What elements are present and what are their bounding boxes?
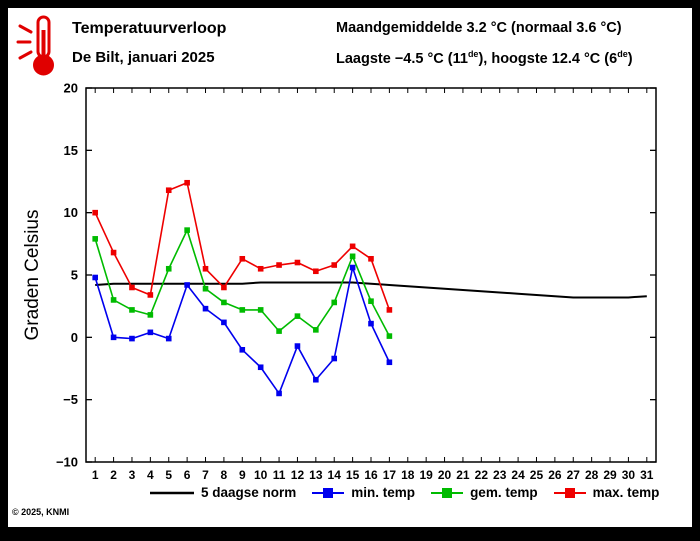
stats-line2-part2: ), hoogste 12.4 °C (6 [478, 50, 618, 67]
stats-line2-part3: ) [627, 50, 633, 67]
svg-text:13: 13 [309, 468, 323, 482]
svg-text:24: 24 [511, 468, 525, 482]
stats-line2-part1: Laagste −4.5 °C (11 [336, 50, 468, 67]
svg-text:30: 30 [622, 468, 636, 482]
stats-line-1: Maandgemiddelde 3.2 °C (normaal 3.6 °C) [336, 20, 622, 36]
svg-text:14: 14 [328, 468, 342, 482]
legend-item-min-temp: min. temp [310, 485, 415, 500]
y-axis-title: Graden Celsius [22, 210, 43, 341]
chart-subtitle: De Bilt, januari 2025 [72, 49, 215, 66]
min-temp-marker-icon [312, 487, 345, 498]
thermometer-icon [16, 15, 54, 76]
page: Temperatuurverloop De Bilt, januari 2025… [8, 8, 692, 527]
svg-text:11: 11 [273, 468, 286, 482]
svg-text:28: 28 [585, 468, 599, 482]
svg-text:20: 20 [438, 468, 452, 482]
copyright-notice: © 2025, KNMI [12, 507, 70, 517]
svg-text:5: 5 [71, 268, 78, 283]
legend-label-gem-temp: gem. temp [470, 485, 538, 500]
svg-text:17: 17 [383, 468, 397, 482]
svg-text:20: 20 [64, 81, 78, 96]
max-temp-marker-icon [553, 487, 586, 498]
stats-line-2: Laagste −4.5 °C (11de), hoogste 12.4 °C … [336, 49, 633, 67]
svg-text:2: 2 [110, 468, 117, 482]
legend-item-max-temp: max. temp [552, 485, 660, 500]
svg-text:5: 5 [165, 468, 172, 482]
svg-text:21: 21 [456, 468, 470, 482]
svg-text:−10: −10 [56, 455, 78, 470]
svg-text:−5: −5 [63, 392, 78, 407]
svg-text:15: 15 [346, 468, 360, 482]
svg-text:16: 16 [364, 468, 378, 482]
gem-temp-marker-icon [431, 487, 464, 498]
svg-text:3: 3 [129, 468, 136, 482]
svg-text:0: 0 [71, 330, 78, 345]
svg-text:18: 18 [401, 468, 415, 482]
svg-text:9: 9 [239, 468, 246, 482]
legend-item-norm: 5 daagse norm [148, 485, 296, 500]
svg-text:10: 10 [64, 205, 78, 220]
svg-text:19: 19 [419, 468, 433, 482]
svg-text:10: 10 [254, 468, 268, 482]
svg-text:1: 1 [92, 468, 99, 482]
svg-text:23: 23 [493, 468, 507, 482]
chart-legend: 5 daagse norm min. temp gem. temp max. t… [148, 485, 659, 500]
svg-text:6: 6 [184, 468, 191, 482]
svg-text:25: 25 [530, 468, 544, 482]
svg-text:22: 22 [475, 468, 489, 482]
legend-label-max-temp: max. temp [592, 485, 660, 500]
stats-line2-sup2: de [617, 49, 628, 59]
svg-text:26: 26 [548, 468, 562, 482]
svg-text:15: 15 [64, 143, 78, 158]
svg-text:29: 29 [603, 468, 617, 482]
norm-line-icon [150, 491, 194, 494]
legend-label-norm: 5 daagse norm [201, 485, 297, 500]
svg-text:4: 4 [147, 468, 154, 482]
stats-line2-sup1: de [467, 49, 479, 59]
legend-label-min-temp: min. temp [351, 485, 416, 500]
svg-text:27: 27 [567, 468, 581, 482]
svg-text:31: 31 [640, 468, 654, 482]
svg-text:7: 7 [202, 468, 209, 482]
svg-text:12: 12 [291, 468, 305, 482]
chart-title: Temperatuurverloop [72, 20, 227, 37]
legend-item-gem-temp: gem. temp [429, 485, 538, 500]
svg-text:8: 8 [221, 468, 228, 482]
